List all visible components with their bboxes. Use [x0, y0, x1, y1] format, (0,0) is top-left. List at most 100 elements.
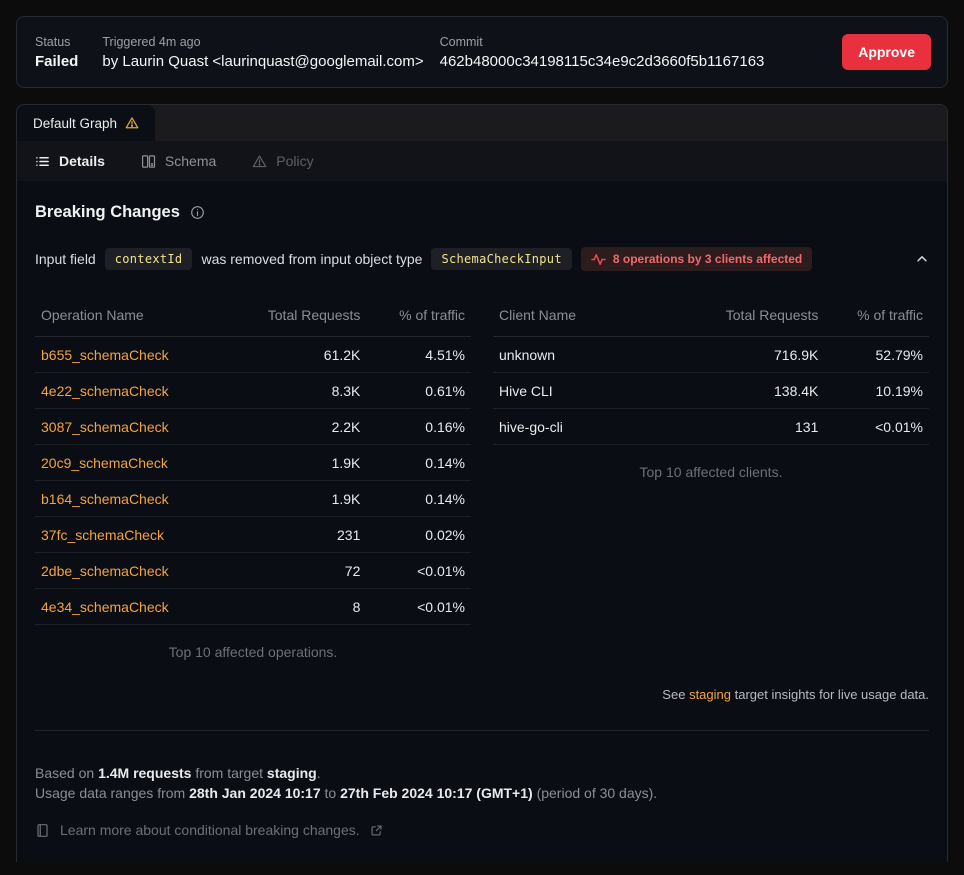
client-name-cell: unknown: [493, 336, 694, 373]
table-row: b655_schemaCheck 61.2K 4.51%: [35, 336, 471, 373]
tab-policy[interactable]: Policy: [252, 153, 314, 169]
note-see: See: [662, 687, 686, 702]
cell-value: 8: [235, 588, 367, 625]
period-to: to: [324, 785, 337, 801]
operation-link[interactable]: 4e22_schemaCheck: [41, 382, 169, 399]
field-code-badge: contextId: [104, 248, 193, 270]
tab-schema[interactable]: Schema: [141, 153, 216, 169]
table-row: 4e34_schemaCheck 8 <0.01%: [35, 588, 471, 625]
table-header-row: Client Name Total Requests % of traffic: [493, 297, 929, 337]
operation-link[interactable]: 4e34_schemaCheck: [41, 598, 169, 615]
status-label: Status: [35, 34, 71, 49]
clients-caption: Top 10 affected clients.: [639, 464, 783, 480]
cell-value: 131: [693, 408, 825, 445]
operation-link[interactable]: 37fc_schemaCheck: [41, 526, 164, 543]
type-code-badge: SchemaCheckInput: [431, 248, 572, 270]
commit-label: Commit: [439, 34, 483, 49]
cell-value: 8.3K: [235, 372, 367, 409]
summary-line-2: Usage data ranges from 28th Jan 2024 10:…: [35, 783, 929, 803]
check-header-card: Status Failed Triggered 4m ago by Laurin…: [16, 16, 948, 88]
target-name: staging: [266, 765, 317, 781]
learn-more-link[interactable]: Learn more about conditional breaking ch…: [35, 822, 929, 838]
table-row: Hive CLI 138.4K 10.19%: [493, 372, 929, 409]
triggered-group: Triggered 4m ago by Laurin Quast <laurin…: [102, 35, 423, 70]
cell-value: 0.14%: [366, 444, 471, 481]
affected-badge: 8 operations by 3 clients affected: [580, 247, 813, 271]
table-row: 37fc_schemaCheck 231 0.02%: [35, 516, 471, 553]
approve-button[interactable]: Approve: [842, 34, 931, 70]
operations-table: Operation Name Total Requests % of traff…: [35, 297, 471, 660]
table-row: b164_schemaCheck 1.9K 0.14%: [35, 480, 471, 517]
cell-value: <0.01%: [366, 552, 471, 589]
cell-value: 10.19%: [824, 372, 929, 409]
book-icon: [35, 823, 50, 838]
cell-value: <0.01%: [824, 408, 929, 445]
operation-link[interactable]: b164_schemaCheck: [41, 490, 169, 507]
operation-link[interactable]: 20c9_schemaCheck: [41, 454, 168, 471]
col-client-name: Client Name: [493, 297, 694, 337]
col-traffic: % of traffic: [824, 297, 929, 337]
cell-value: 0.14%: [366, 480, 471, 517]
breaking-change-row[interactable]: Input field contextId was removed from i…: [35, 247, 929, 271]
period-start: 28th Jan 2024 10:17: [189, 785, 321, 801]
summary-line-1: Based on 1.4M requests from target stagi…: [35, 763, 929, 783]
chevron-up-icon[interactable]: [915, 252, 929, 266]
cell-value: 52.79%: [824, 336, 929, 373]
cell-value: 1.9K: [235, 480, 367, 517]
cell-value: 0.16%: [366, 408, 471, 445]
warning-triangle-icon: [252, 154, 267, 169]
check-tabs: Details Schema Policy: [17, 141, 947, 181]
status-group: Status Failed: [35, 35, 78, 70]
operation-name-cell: 20c9_schemaCheck: [35, 444, 236, 481]
warning-icon: [125, 116, 139, 130]
commit-group: Commit 462b48000c34198115c34e9c2d3660f5b…: [440, 35, 765, 70]
operation-link[interactable]: 3087_schemaCheck: [41, 418, 169, 435]
cell-value: 138.4K: [693, 372, 825, 409]
operation-link[interactable]: 2dbe_schemaCheck: [41, 562, 169, 579]
external-link-icon: [370, 824, 383, 837]
operation-name-cell: 3087_schemaCheck: [35, 408, 236, 445]
operation-link[interactable]: b655_schemaCheck: [41, 346, 169, 363]
table-row: 4e22_schemaCheck 8.3K 0.61%: [35, 372, 471, 409]
details-panel: Breaking Changes Input field contextId w…: [17, 181, 947, 862]
period-suffix: (period of 30 days).: [536, 785, 658, 801]
cell-value: 716.9K: [693, 336, 825, 373]
divider: [35, 730, 929, 731]
triggered-by: by Laurin Quast <laurinquast@googlemail.…: [102, 52, 424, 70]
col-total-requests: Total Requests: [693, 297, 825, 337]
schema-icon: [141, 154, 156, 169]
usage-tables: Operation Name Total Requests % of traff…: [35, 297, 929, 660]
cell-value: 0.61%: [366, 372, 471, 409]
cell-value: 1.9K: [235, 444, 367, 481]
list-icon: [35, 154, 50, 169]
cell-value: 231: [235, 516, 367, 553]
staging-link[interactable]: staging: [689, 687, 731, 702]
graph-tab-label: Default Graph: [33, 115, 118, 131]
cell-value: 0.02%: [366, 516, 471, 553]
commit-value: 462b48000c34198115c34e9c2d3660f5b1167163: [439, 52, 765, 70]
change-prefix: Input field: [35, 251, 96, 267]
table-row: hive-go-cli 131 <0.01%: [493, 408, 929, 445]
client-name-cell: hive-go-cli: [493, 408, 694, 445]
graph-tab-strip: Default Graph: [17, 105, 947, 141]
col-total-requests: Total Requests: [235, 297, 367, 337]
schema-check-card: Default Graph Details Schema: [16, 104, 948, 862]
change-middle: was removed from input object type: [201, 251, 423, 267]
table-header-row: Operation Name Total Requests % of traff…: [35, 297, 471, 337]
operation-name-cell: 2dbe_schemaCheck: [35, 552, 236, 589]
affected-badge-label: 8 operations by 3 clients affected: [612, 252, 803, 266]
tab-policy-label: Policy: [276, 153, 314, 169]
tab-default-graph[interactable]: Default Graph: [17, 105, 156, 141]
info-icon[interactable]: [190, 205, 205, 220]
cell-value: <0.01%: [366, 588, 471, 625]
based-prefix: Based on: [35, 765, 95, 781]
requests-count: 1.4M requests: [98, 765, 192, 781]
client-name-cell: Hive CLI: [493, 372, 694, 409]
tab-details[interactable]: Details: [35, 153, 105, 169]
tab-schema-label: Schema: [164, 153, 217, 169]
dot: .: [316, 765, 321, 781]
table-row: 3087_schemaCheck 2.2K 0.16%: [35, 408, 471, 445]
pulse-icon: [591, 253, 606, 266]
operation-name-cell: 37fc_schemaCheck: [35, 516, 236, 553]
operation-name-cell: b655_schemaCheck: [35, 336, 236, 373]
